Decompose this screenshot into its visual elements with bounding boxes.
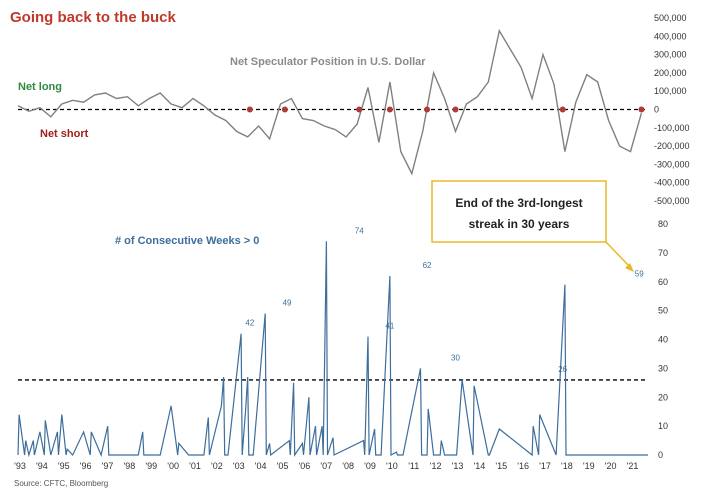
streak-x-tick-label: '98 [124,461,136,471]
position-zero-marker [281,106,288,113]
streak-peak-label: 49 [283,299,292,308]
streak-peak-label: 59 [635,270,644,279]
streak-x-tick-label: '05 [277,461,289,471]
position-y-tick-label: 400,000 [654,31,687,41]
streak-y-tick-label: 70 [658,248,668,258]
position-y-tick-label: 500,000 [654,13,687,23]
streak-x-tick-label: '93 [14,461,26,471]
position-y-tick-label: -500,000 [654,196,690,206]
streak-series-line [17,241,648,458]
source-note: Source: CFTC, Bloomberg [14,479,108,488]
position-zero-marker [356,106,363,113]
streak-peak-label: 30 [451,353,460,362]
streak-peak-label: 41 [385,322,394,331]
streak-x-tick-label: '14 [474,461,486,471]
streak-x-tick-label: '15 [495,461,507,471]
position-zero-marker [386,106,393,113]
streak-x-tick-label: '01 [189,461,201,471]
position-y-tick-label: -300,000 [654,159,690,169]
streak-y-tick-label: 30 [658,363,668,373]
streak-peak-label: 26 [558,365,567,374]
streak-x-tick-label: '09 [364,461,376,471]
position-y-tick-label: 0 [654,105,659,115]
position-zero-marker [452,106,459,113]
net-short-label: Net short [40,128,89,140]
streak-callout: End of the 3rd-longest streak in 30 year… [431,180,634,272]
streak-peak-label: 74 [355,226,364,235]
streak-peak-label: 42 [245,319,254,328]
streak-x-tick-label: '97 [102,461,114,471]
position-zero-marker [424,106,431,113]
position-y-tick-label: 100,000 [654,86,687,96]
position-zero-marker [559,106,566,113]
position-zero-marker [246,106,253,113]
streak-x-tick-label: '17 [539,461,551,471]
streak-x-tick-label: '95 [58,461,70,471]
position-y-ticks: 500,000 400,000 300,000 200,000 100,000 0 -100… [654,13,690,206]
streak-x-tick-label: '07 [320,461,332,471]
streak-x-tick-label: '19 [583,461,595,471]
streak-x-tick-label: '10 [386,461,398,471]
net-long-label: Net long [18,81,62,93]
callout-arrow-line [605,241,632,269]
position-zero-marker [638,106,645,113]
streak-x-tick-label: '96 [80,461,92,471]
streak-x-tick-label: '16 [517,461,529,471]
streak-y-tick-label: 50 [658,306,668,316]
position-y-tick-label: -100,000 [654,123,690,133]
streak-x-tick-label: '94 [36,461,48,471]
position-panel: Net Speculator Position in U.S. Dollar N… [17,13,690,206]
streak-y-tick-label: 80 [658,219,668,229]
streak-x-ticks: '93 '94 '95 '96 '97 '98 '99 '00 '01 '02 '03 '04 '05 '… [14,461,638,471]
streak-x-tick-label: '20 [605,461,617,471]
position-y-tick-label: -400,000 [654,178,690,188]
position-panel-title: Net Speculator Position in U.S. Dollar [230,56,426,68]
streak-peak-label: 62 [423,261,432,270]
streak-x-tick-label: '08 [342,461,354,471]
position-y-tick-label: 200,000 [654,68,687,78]
streak-x-tick-label: '12 [430,461,442,471]
streak-panel-title: # of Consecutive Weeks > 0 [115,235,259,247]
callout-box [431,180,607,243]
streak-x-tick-label: '00 [167,461,179,471]
position-y-tick-label: -200,000 [654,141,690,151]
streak-y-tick-label: 40 [658,335,668,345]
streak-x-tick-label: '04 [255,461,267,471]
streak-y-ticks: 80 70 60 50 40 30 20 10 0 [658,219,668,460]
streak-x-tick-label: '18 [561,461,573,471]
streak-x-tick-label: '99 [145,461,157,471]
callout-line1: End of the 3rd-longest [455,196,582,210]
streak-y-tick-label: 20 [658,392,668,402]
chart-title: Going back to the buck [10,9,177,26]
position-zero-markers [246,106,645,113]
streak-x-tick-label: '21 [627,461,639,471]
position-y-tick-label: 300,000 [654,50,687,60]
streak-x-tick-label: '06 [299,461,311,471]
callout-arrow-head [625,263,634,272]
streak-peak-labels: 42 49 74 41 62 30 26 59 [245,226,644,374]
streak-x-tick-label: '03 [233,461,245,471]
streak-y-tick-label: 0 [658,450,663,460]
callout-line2: streak in 30 years [469,217,570,231]
streak-y-tick-label: 60 [658,277,668,287]
position-series-line [17,28,643,176]
streak-panel: # of Consecutive Weeks > 0 80 70 60 50 40 30 2… [14,219,668,471]
streak-x-tick-label: '13 [452,461,464,471]
streak-x-tick-label: '02 [211,461,223,471]
streak-y-tick-label: 10 [658,421,668,431]
streak-x-tick-label: '11 [408,461,419,471]
